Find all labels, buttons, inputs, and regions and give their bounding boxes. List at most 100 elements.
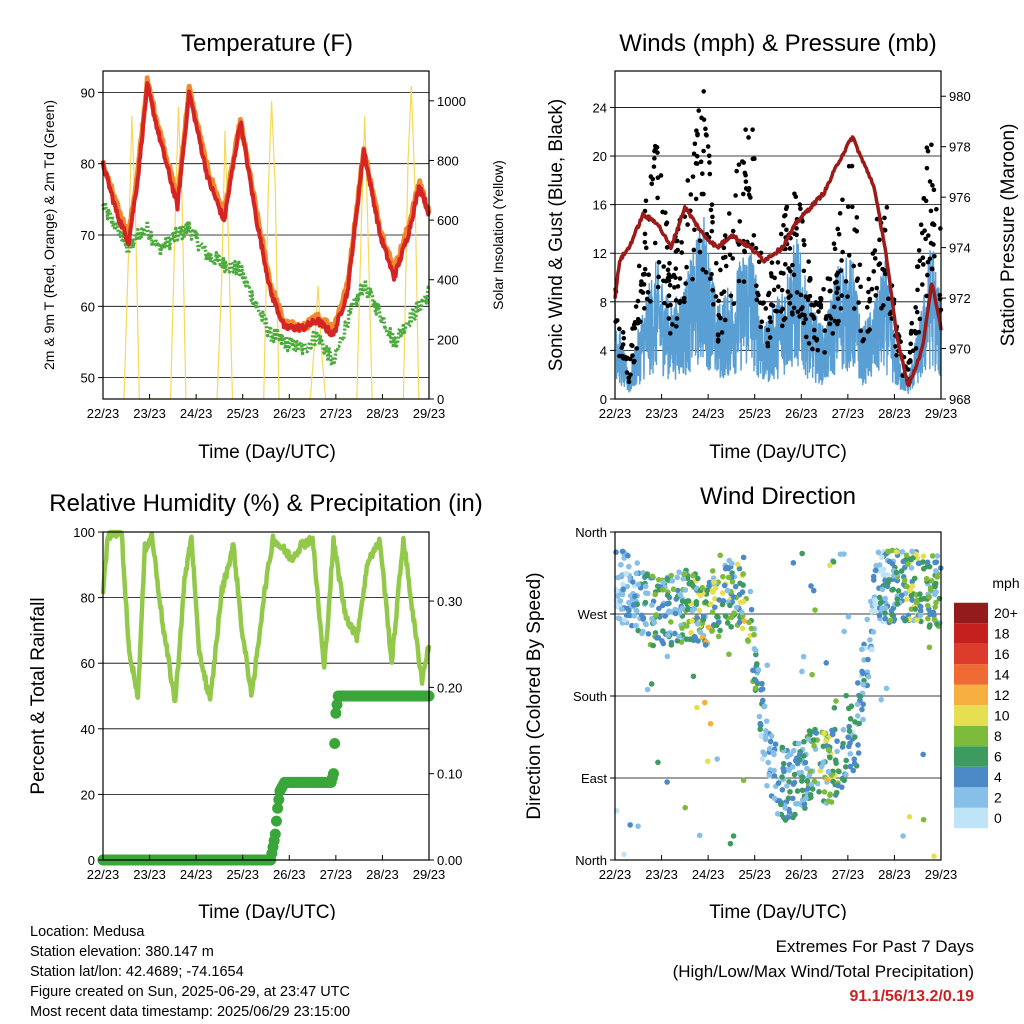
direction-point	[626, 607, 632, 614]
direction-point	[684, 575, 691, 582]
direction-point	[791, 771, 798, 778]
direction-point	[633, 570, 640, 577]
dewpoint-series	[101, 200, 431, 368]
direction-point	[730, 833, 737, 839]
direction-point	[803, 795, 809, 802]
gust-point	[633, 304, 639, 309]
gust-point	[674, 324, 679, 329]
direction-point	[918, 596, 925, 603]
direction-point	[807, 791, 814, 798]
direction-point	[665, 632, 671, 639]
direction-point	[618, 606, 625, 612]
precip-point	[331, 699, 343, 711]
legend-swatch	[954, 766, 988, 788]
gust-point	[839, 258, 844, 263]
gust-point	[876, 262, 882, 268]
gust-point	[913, 305, 918, 310]
direction-point	[751, 631, 757, 638]
gust-point	[791, 305, 797, 311]
direction-point	[816, 789, 822, 795]
winds-xtick-label: 24/23	[692, 406, 725, 421]
direction-point	[909, 597, 915, 603]
gust-point	[727, 252, 733, 258]
gust-point	[893, 344, 898, 349]
gust-point	[743, 179, 749, 184]
direction-point	[732, 583, 739, 590]
gust-point	[830, 331, 836, 336]
direction-point	[786, 778, 792, 785]
gust-point	[857, 262, 863, 268]
created-text: Figure created on Sun, 2025-06-29, at 23…	[30, 984, 350, 1000]
legend-swatch	[954, 807, 988, 829]
direction-point	[925, 615, 931, 622]
winds-xtick-label: 26/23	[785, 406, 818, 421]
direction-point	[858, 646, 865, 653]
direction-point	[687, 636, 693, 643]
direction-point	[736, 619, 743, 626]
gust-point	[701, 148, 706, 154]
gust-point	[733, 193, 738, 198]
gust-point	[655, 150, 660, 155]
winds-xtick-label: 23/23	[645, 406, 678, 421]
gust-point	[884, 205, 890, 210]
direction-point	[725, 574, 732, 581]
direction-point	[810, 587, 817, 594]
direction-point	[727, 602, 733, 609]
direction-point	[934, 553, 941, 559]
direction-point	[778, 801, 784, 808]
direction-point	[846, 743, 852, 750]
direction-point	[617, 598, 624, 604]
gust-point	[787, 246, 793, 251]
gust-point	[832, 304, 837, 310]
gust-point	[621, 355, 626, 361]
gust-point	[759, 319, 765, 325]
gust-point	[661, 264, 667, 269]
gust-point	[692, 141, 698, 147]
direction-point	[790, 747, 797, 754]
direction-point	[660, 586, 666, 593]
legend-title: mph	[992, 575, 1019, 591]
legend-swatch	[954, 787, 988, 808]
gust-point	[699, 115, 704, 121]
gust-point	[915, 287, 920, 293]
direction-point	[873, 562, 880, 569]
gust-point	[792, 191, 797, 197]
gust-point	[694, 128, 699, 133]
direction-point	[696, 607, 703, 614]
direction-point	[824, 776, 830, 783]
direction-point	[714, 756, 721, 762]
direction-point	[648, 681, 655, 687]
gust-point	[722, 233, 728, 238]
direction-point	[833, 698, 839, 704]
direction-point	[689, 582, 696, 589]
direction-point	[812, 607, 818, 613]
direction-point	[879, 605, 885, 611]
direction-point	[624, 583, 631, 590]
gust-point	[750, 127, 755, 132]
direction-point	[872, 608, 878, 615]
gust-point	[728, 293, 734, 299]
gust-point	[922, 228, 927, 233]
direction-point	[766, 746, 773, 752]
temp-2m-line	[101, 81, 431, 338]
gust-point	[758, 324, 764, 330]
direction-point	[906, 813, 913, 820]
direction-point	[789, 795, 796, 802]
direction-point	[772, 741, 779, 747]
direction-point	[676, 569, 682, 575]
gust-point	[880, 266, 885, 272]
direction-point	[644, 686, 651, 693]
gust-point	[655, 175, 661, 181]
gust-point	[626, 379, 632, 385]
direction-point	[642, 583, 649, 590]
gust-point	[812, 327, 817, 333]
direction-scatter	[613, 547, 944, 859]
direction-point	[643, 572, 650, 579]
gust-point	[746, 192, 752, 198]
direction-point	[659, 638, 665, 644]
gust-point	[731, 301, 737, 306]
gust-point	[630, 343, 635, 349]
direction-point	[809, 671, 815, 678]
direction-point	[759, 756, 766, 762]
winds-ytick-label: 20	[593, 149, 607, 164]
